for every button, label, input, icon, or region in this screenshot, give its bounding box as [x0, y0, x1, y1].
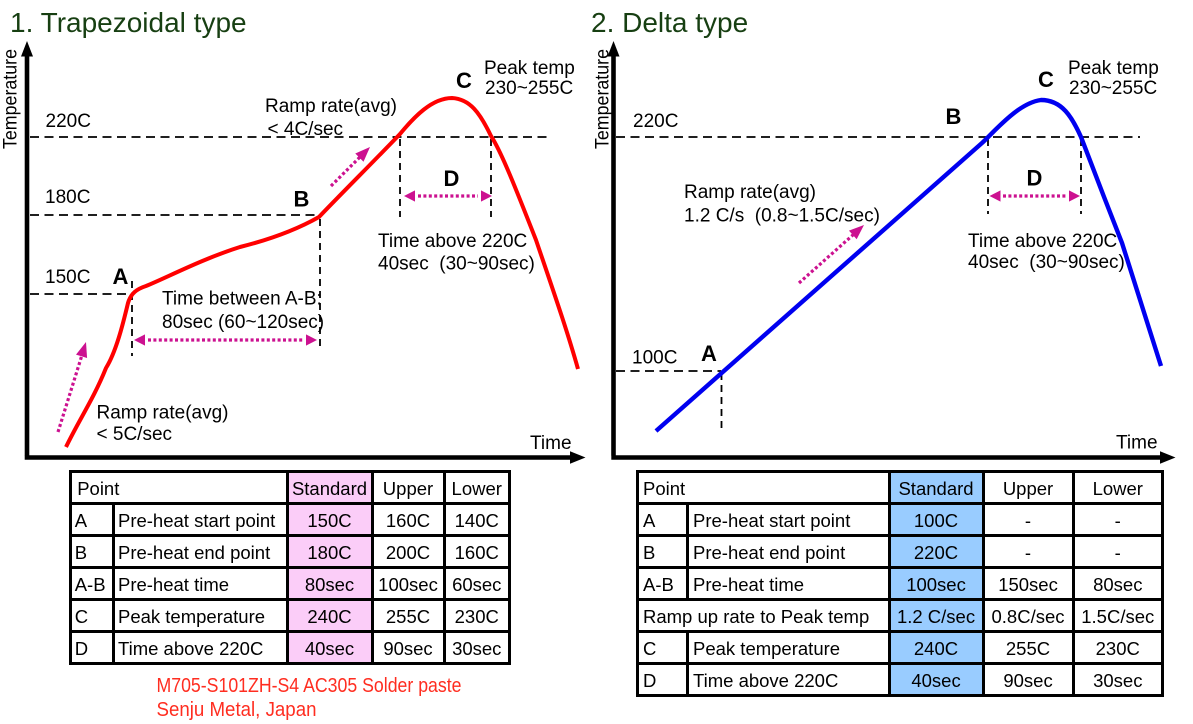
svg-text:M705-S101ZH-S4 AC305 Solder pa: M705-S101ZH-S4 AC305 Solder paste: [157, 674, 462, 697]
svg-text:80sec (60~120sec): 80sec (60~120sec): [162, 312, 324, 333]
svg-text:D: D: [1027, 166, 1043, 191]
svg-text:Time above 220C: Time above 220C: [378, 231, 527, 252]
svg-text:2. Delta type: 2. Delta type: [591, 7, 748, 38]
svg-text:< 5C/sec: < 5C/sec: [97, 424, 173, 445]
svg-text:A: A: [113, 264, 129, 289]
svg-text:Time above 220C: Time above 220C: [968, 231, 1117, 252]
svg-text:C: C: [1038, 67, 1054, 92]
svg-text:Ramp rate(avg): Ramp rate(avg): [97, 403, 229, 424]
svg-text:Senju Metal, Japan: Senju Metal, Japan: [157, 698, 317, 721]
svg-text:220C: 220C: [633, 111, 678, 132]
svg-text:150C: 150C: [45, 267, 90, 288]
svg-text:1. Trapezoidal type: 1. Trapezoidal type: [10, 7, 247, 38]
svg-text:180C: 180C: [45, 187, 90, 208]
svg-text:40sec (30~90sec): 40sec (30~90sec): [968, 252, 1125, 273]
svg-text:Ramp rate(avg): Ramp rate(avg): [265, 96, 397, 117]
svg-text:C: C: [456, 68, 472, 93]
svg-text:Time: Time: [530, 433, 572, 454]
svg-text:Peak temp: Peak temp: [484, 58, 575, 79]
svg-text:100C: 100C: [632, 348, 677, 369]
svg-text:Temperature: Temperature: [593, 49, 614, 149]
svg-text:D: D: [444, 166, 460, 191]
svg-text:Time: Time: [1116, 433, 1158, 454]
svg-text:230~255C: 230~255C: [1069, 78, 1157, 99]
svg-text:40sec (30~90sec): 40sec (30~90sec): [378, 254, 535, 275]
svg-text:230~255C: 230~255C: [485, 78, 573, 99]
svg-text:Temperature: Temperature: [1, 49, 22, 149]
svg-text:Ramp rate(avg): Ramp rate(avg): [684, 182, 816, 203]
svg-text:< 4C/sec: < 4C/sec: [268, 119, 344, 140]
svg-text:B: B: [294, 187, 310, 212]
svg-text:Peak temp: Peak temp: [1068, 58, 1159, 79]
svg-text:B: B: [946, 104, 962, 129]
svg-text:220C: 220C: [46, 111, 91, 132]
svg-text:Time between A-B:: Time between A-B:: [162, 289, 322, 310]
svg-text:1.2 C/s (0.8~1.5C/sec): 1.2 C/s (0.8~1.5C/sec): [684, 206, 880, 227]
svg-text:A: A: [701, 341, 717, 366]
